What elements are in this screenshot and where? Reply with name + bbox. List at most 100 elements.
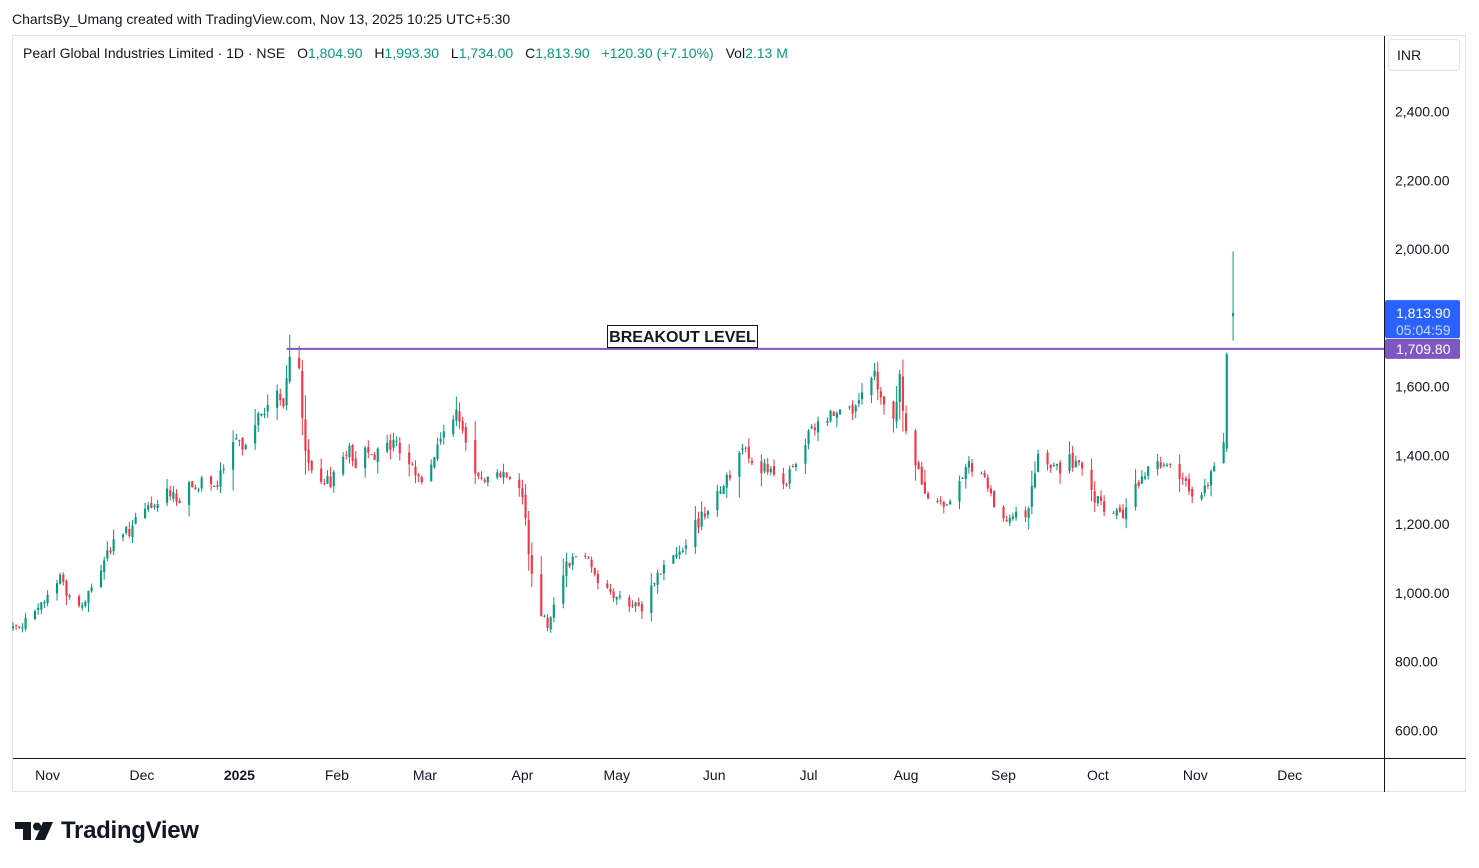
candle <box>568 562 571 569</box>
candle-body <box>565 561 568 576</box>
breakout-level-tag-box <box>1385 338 1460 359</box>
candle-body <box>993 491 996 508</box>
candle-body <box>109 550 112 553</box>
candle <box>854 404 857 419</box>
candle <box>18 626 21 630</box>
candle <box>804 438 807 474</box>
x-tick-label: Sep <box>991 767 1016 783</box>
candle <box>923 469 926 494</box>
candle-body <box>125 527 128 533</box>
candle-body <box>24 617 27 629</box>
candle-body <box>178 500 181 504</box>
candle <box>178 497 181 504</box>
candle <box>150 496 153 509</box>
candle <box>304 395 307 475</box>
candle-body <box>147 505 150 510</box>
candle-body <box>417 474 420 477</box>
candle <box>826 417 829 426</box>
candle <box>307 439 310 471</box>
candle <box>948 499 952 505</box>
candle-body <box>477 472 480 477</box>
candle <box>873 362 876 381</box>
candle-body <box>1165 464 1169 466</box>
candle <box>989 485 993 497</box>
candle-body <box>788 468 791 484</box>
candle <box>672 554 675 565</box>
candle-body <box>772 466 776 475</box>
candle <box>153 503 156 510</box>
candle-body <box>650 585 653 613</box>
candle-body <box>1049 464 1052 469</box>
candle <box>1121 503 1125 519</box>
candle <box>596 570 599 590</box>
candle <box>131 520 134 544</box>
candle <box>235 433 238 440</box>
candle-body <box>1027 508 1030 518</box>
candle <box>587 555 590 559</box>
candle-body <box>288 356 291 382</box>
candle <box>697 511 700 534</box>
currency-selector[interactable]: INR <box>1388 39 1460 71</box>
candle-body <box>486 476 489 483</box>
candle-body <box>697 518 700 528</box>
candle <box>43 600 46 609</box>
candle <box>395 436 398 447</box>
candle <box>143 502 147 519</box>
candle <box>1231 251 1235 341</box>
candle <box>615 596 618 605</box>
candle-body <box>310 460 313 471</box>
candle-body <box>826 420 829 423</box>
tradingview-logo[interactable]: TradingView <box>15 815 199 847</box>
candle-body <box>348 445 351 458</box>
candle <box>477 472 480 480</box>
candle-body <box>876 371 879 390</box>
candle-body <box>90 587 93 592</box>
candle-body <box>923 481 926 494</box>
low-value: 1,734.00 <box>458 45 514 61</box>
candle-body <box>1159 462 1162 468</box>
candle-body <box>838 409 842 415</box>
candle-body <box>725 474 728 488</box>
candle <box>640 600 643 620</box>
candle-body <box>791 466 794 468</box>
candle <box>1096 496 1099 507</box>
symbol-title[interactable]: Pearl Global Industries Limited · 1D · N… <box>23 45 286 61</box>
candle <box>279 388 282 406</box>
candle <box>222 464 225 474</box>
candle-body <box>46 594 49 604</box>
candle <box>436 437 439 462</box>
candle <box>848 405 851 411</box>
candle <box>1159 456 1162 469</box>
candle-body <box>134 517 137 524</box>
candle <box>1033 461 1037 489</box>
candle-body <box>596 573 599 584</box>
candle <box>1112 510 1115 515</box>
candle-body <box>750 461 754 464</box>
candle <box>323 478 326 486</box>
candle-body <box>1143 476 1147 479</box>
candle <box>565 552 568 588</box>
candle <box>1005 515 1008 523</box>
candle-body <box>172 492 175 499</box>
x-tick-label: Nov <box>35 767 60 783</box>
candle-body <box>496 472 499 478</box>
close-value: 1,813.90 <box>535 45 590 61</box>
candle <box>332 469 335 493</box>
candle-body <box>1099 496 1103 501</box>
candle <box>1140 469 1143 485</box>
candle-body <box>524 494 527 519</box>
candle <box>1162 462 1165 468</box>
candle-body <box>1074 460 1077 468</box>
candle-body <box>474 440 477 474</box>
candle <box>788 465 791 489</box>
candle <box>238 439 241 447</box>
symbol-legend[interactable]: Pearl Global Industries Limited · 1D · N… <box>23 45 788 61</box>
candle-body <box>631 604 634 606</box>
candle <box>320 458 323 485</box>
candle-body <box>1169 463 1172 465</box>
candle-body <box>1071 452 1074 468</box>
y-tick-label: 1,400.00 <box>1395 447 1450 463</box>
candle <box>156 499 159 512</box>
candle-body <box>11 626 15 629</box>
